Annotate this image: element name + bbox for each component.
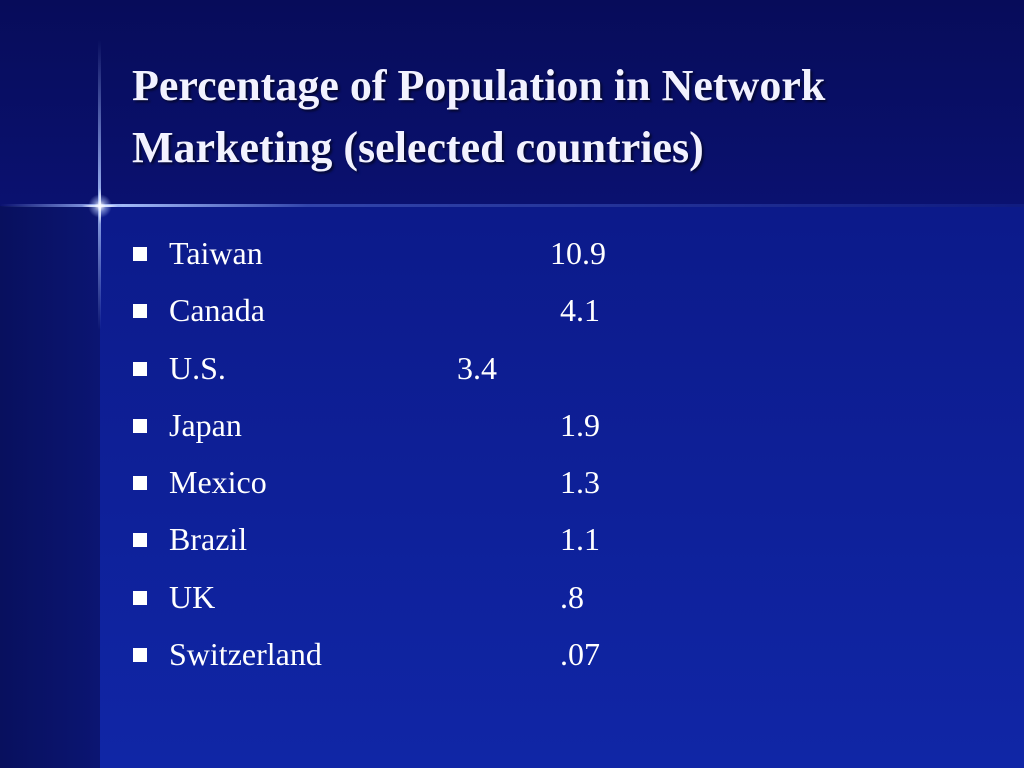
list-item: Japan 1.9 <box>0 405 700 445</box>
square-bullet-icon <box>133 304 147 318</box>
list-item: Canada 4.1 <box>0 290 700 330</box>
title-line-1: Percentage of Population in Network <box>132 61 826 110</box>
square-bullet-icon <box>133 591 147 605</box>
percentage-value: 4.1 <box>560 292 600 328</box>
country-name: Japan <box>169 407 242 443</box>
title-band <box>0 0 1024 207</box>
percentage-value: 1.9 <box>560 407 600 443</box>
square-bullet-icon <box>133 419 147 433</box>
horizontal-accent-line <box>0 204 1024 207</box>
percentage-value: 1.3 <box>560 464 600 500</box>
percentage-value: .07 <box>560 636 600 672</box>
sparkle-icon <box>80 186 120 226</box>
percentage-value: .8 <box>560 579 584 615</box>
list-item: Brazil 1.1 <box>0 519 700 559</box>
country-name: Canada <box>169 292 265 328</box>
country-name: UK <box>169 579 216 615</box>
list-item: U.S. 3.4 <box>0 348 700 388</box>
percentage-value: 10.9 <box>550 235 606 271</box>
square-bullet-icon <box>133 476 147 490</box>
percentage-value: 1.1 <box>560 521 600 557</box>
slide-title: Percentage of Population in Network Mark… <box>132 55 992 179</box>
square-bullet-icon <box>133 648 147 662</box>
list-item: UK .8 <box>0 577 700 617</box>
country-name: U.S. <box>169 350 226 386</box>
square-bullet-icon <box>133 247 147 261</box>
list-item: Switzerland .07 <box>0 634 700 674</box>
left-band <box>0 206 100 768</box>
list-item: Mexico 1.3 <box>0 462 700 502</box>
country-name: Switzerland <box>169 636 322 672</box>
list-item: Taiwan 10.9 <box>0 233 700 273</box>
square-bullet-icon <box>133 362 147 376</box>
title-line-2: Marketing (selected countries) <box>132 123 704 172</box>
square-bullet-icon <box>133 533 147 547</box>
country-name: Mexico <box>169 464 267 500</box>
country-name: Brazil <box>169 521 248 557</box>
country-name: Taiwan <box>169 235 263 271</box>
percentage-value: 3.4 <box>457 350 497 386</box>
vertical-accent-line <box>98 40 101 330</box>
